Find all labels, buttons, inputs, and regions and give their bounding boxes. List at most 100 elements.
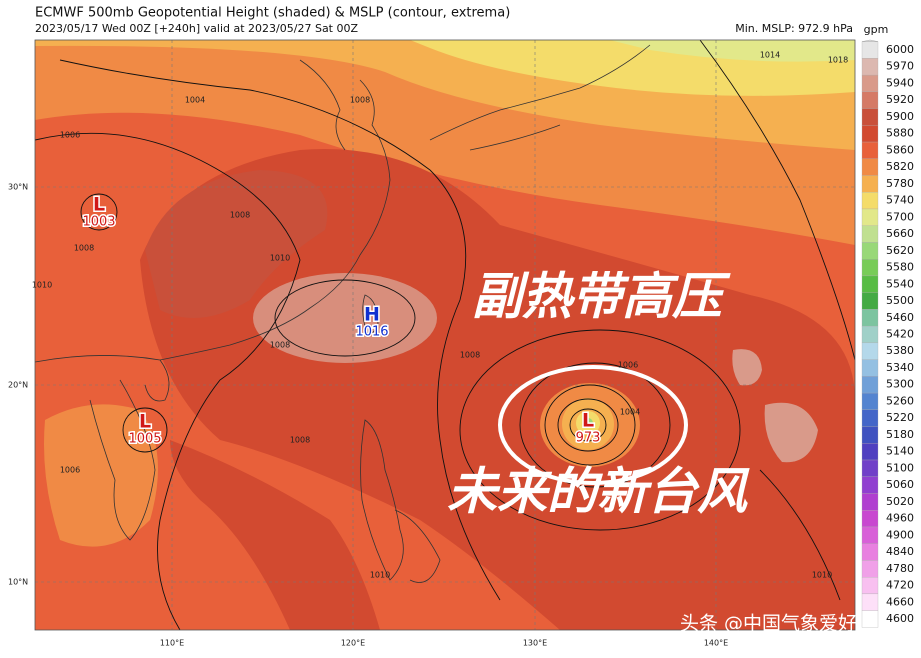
colorbar-label: 5060 [886,478,914,491]
contour-label: 1006 [60,466,80,475]
lon-label: 140°E [704,639,728,648]
colorbar-label: 5180 [886,428,914,441]
pressure-symbol: L [582,410,594,432]
lat-label: 30°N [8,183,28,192]
contour-label: 1010 [32,281,52,290]
contour-label: 1006 [60,131,80,140]
contour-label: 1006 [618,361,638,370]
contour-label: 1008 [230,211,250,220]
pressure-symbol: H [364,304,380,326]
lat-label: 20°N [8,381,28,390]
colorbar-swatch [861,242,879,260]
contour-label: 1008 [460,351,480,360]
colorbar-label: 5620 [886,244,914,257]
colorbar-swatch [861,459,879,477]
contour-label: 1010 [270,254,290,263]
contour-label: 1014 [760,51,780,60]
colorbar-swatch [861,426,879,444]
title: ECMWF 500mb Geopotential Height (shaded)… [35,6,510,21]
colorbar-label: 5540 [886,277,914,290]
colorbar-swatch [861,175,879,193]
colorbar-label: 5300 [886,378,914,391]
colorbar-swatch [861,526,879,544]
colorbar-swatch [861,259,879,277]
colorbar-swatch [861,376,879,394]
colorbar-label: 5500 [886,294,914,307]
contour-label: 1008 [74,244,94,253]
contour-label: 1008 [270,341,290,350]
colorbar-label: 5100 [886,461,914,474]
contour-label: 1008 [350,96,370,105]
colorbar-swatch [861,74,879,92]
colorbar-swatch [861,409,879,427]
colorbar-swatch [861,309,879,327]
colorbar-swatch [861,543,879,561]
colorbar-swatch [861,108,879,126]
colorbar-swatch [861,493,879,511]
lon-label: 120°E [341,639,365,648]
colorbar-label: 5020 [886,495,914,508]
colorbar-swatch [861,560,879,578]
colorbar-label: 4660 [886,595,914,608]
colorbar-label: 5260 [886,394,914,407]
colorbar-swatch [861,359,879,377]
pressure-symbol: L [93,194,105,216]
colorbar-label: 5880 [886,127,914,140]
colorbar-label: 5900 [886,110,914,123]
colorbar-label: 5860 [886,143,914,156]
colorbar-swatch [861,476,879,494]
colorbar-swatch [861,158,879,176]
colorbar-label: 4840 [886,545,914,558]
colorbar-label: 4720 [886,579,914,592]
pressure-value: 1016 [355,325,388,340]
min-mslp: Min. MSLP: 972.9 hPa [735,22,853,35]
subtitle: 2023/05/17 Wed 00Z [+240h] valid at 2023… [35,22,358,35]
colorbar-label: 5220 [886,411,914,424]
colorbar-label: 5740 [886,194,914,207]
colorbar-swatch [861,58,879,76]
colorbar-label: 5460 [886,311,914,324]
contour-label: 1010 [370,571,390,580]
colorbar-swatch [861,125,879,143]
pressure-value: 1005 [128,432,161,447]
annotation: 未来的新台风 [447,463,750,521]
colorbar-swatch [861,610,879,628]
colorbar-label: 5780 [886,177,914,190]
watermark: 头条 @中国气象爱好者 [680,613,876,635]
colorbar-label: 4780 [886,562,914,575]
lon-label: 110°E [160,639,184,648]
colorbar-swatch [861,577,879,595]
colorbar-unit: gpm [864,23,889,36]
colorbar-arrow [861,39,879,42]
pressure-value: 1003 [82,215,115,230]
colorbar-swatch [861,443,879,461]
colorbar-swatch [861,392,879,410]
colorbar-label: 4900 [886,528,914,541]
colorbar-label: 5140 [886,445,914,458]
colorbar-swatch [861,91,879,109]
colorbar-label: 5660 [886,227,914,240]
contour-label: 1004 [620,408,640,417]
colorbar-label: 4600 [886,612,914,625]
map-frame [34,39,856,631]
contour-label: 1008 [290,436,310,445]
colorbar-label: 6000 [886,43,914,56]
colorbar-swatch [861,292,879,310]
pressure-symbol: L [139,411,151,433]
colorbar-label: 5920 [886,93,914,106]
colorbar-swatch [861,275,879,293]
colorbar-label: 5340 [886,361,914,374]
colorbar-label: 5820 [886,160,914,173]
colorbar-label: 5580 [886,261,914,274]
colorbar-swatch [861,208,879,226]
lon-label: 130°E [523,639,547,648]
colorbar-swatch [861,192,879,210]
colorbar-label: 5420 [886,328,914,341]
colorbar-swatch [861,225,879,243]
colorbar-label: 5940 [886,76,914,89]
colorbar-label: 5970 [886,60,914,73]
colorbar-label: 5380 [886,344,914,357]
contour-label: 1004 [185,96,205,105]
lat-label: 10°N [8,578,28,587]
